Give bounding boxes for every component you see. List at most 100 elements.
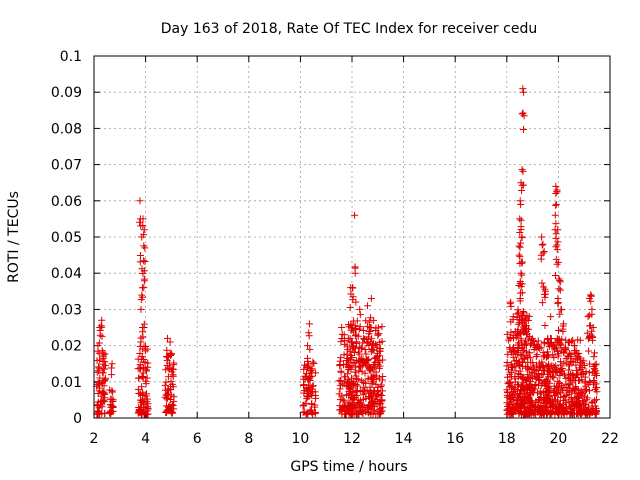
data-point bbox=[587, 297, 595, 305]
data-point bbox=[503, 386, 511, 394]
data-point bbox=[365, 355, 373, 363]
data-point bbox=[514, 402, 522, 410]
data-point bbox=[361, 369, 369, 377]
data-point bbox=[552, 182, 560, 190]
data-point bbox=[338, 324, 346, 331]
data-point bbox=[538, 233, 546, 241]
data-point bbox=[561, 371, 569, 379]
data-point bbox=[368, 335, 376, 343]
data-point bbox=[571, 342, 579, 350]
data-point bbox=[362, 317, 370, 325]
data-point bbox=[517, 226, 525, 234]
data-point bbox=[554, 258, 562, 266]
data-point bbox=[344, 402, 352, 410]
data-point bbox=[518, 409, 526, 417]
data-point bbox=[520, 125, 528, 133]
data-point bbox=[352, 356, 360, 364]
data-point bbox=[143, 367, 151, 375]
data-point bbox=[106, 401, 114, 409]
data-point bbox=[518, 234, 526, 242]
data-point bbox=[534, 337, 542, 345]
data-point bbox=[515, 242, 523, 250]
data-point bbox=[367, 323, 375, 331]
data-point bbox=[515, 251, 523, 259]
data-point bbox=[372, 380, 380, 388]
data-point bbox=[137, 305, 145, 313]
data-point bbox=[565, 360, 573, 368]
y-tick-label: 0.05 bbox=[51, 230, 82, 246]
data-point bbox=[300, 387, 308, 395]
data-point bbox=[555, 335, 563, 343]
data-point bbox=[585, 387, 593, 395]
data-point bbox=[309, 358, 317, 366]
data-point bbox=[137, 407, 145, 415]
data-point bbox=[528, 335, 536, 343]
data-point bbox=[96, 401, 104, 409]
data-point bbox=[550, 354, 558, 362]
data-point bbox=[584, 335, 592, 343]
data-point bbox=[164, 385, 172, 393]
data-point bbox=[352, 298, 360, 306]
data-point bbox=[137, 251, 145, 259]
data-point bbox=[368, 392, 376, 400]
data-point bbox=[580, 357, 588, 365]
data-point bbox=[517, 179, 525, 187]
data-point bbox=[542, 410, 550, 418]
data-point bbox=[576, 336, 584, 344]
x-tick-label: 12 bbox=[343, 431, 361, 447]
data-point bbox=[346, 384, 354, 392]
data-point bbox=[506, 394, 514, 402]
data-point bbox=[507, 328, 515, 336]
data-point bbox=[359, 395, 367, 403]
data-point bbox=[565, 350, 573, 358]
data-point bbox=[546, 379, 554, 387]
x-tick-label: 4 bbox=[141, 431, 150, 447]
data-point bbox=[556, 310, 564, 318]
data-point bbox=[168, 409, 176, 417]
data-point bbox=[139, 401, 147, 409]
data-point bbox=[566, 357, 574, 365]
data-point bbox=[515, 360, 523, 368]
data-point bbox=[362, 360, 370, 368]
y-axis-label: ROTI / TECUs bbox=[6, 191, 22, 283]
data-point bbox=[520, 403, 528, 411]
data-point bbox=[305, 320, 313, 328]
data-point bbox=[585, 404, 593, 412]
data-point bbox=[519, 346, 527, 354]
data-point bbox=[555, 410, 563, 418]
data-point bbox=[592, 384, 600, 392]
data-point bbox=[581, 409, 589, 417]
data-point bbox=[306, 367, 314, 375]
data-point bbox=[528, 369, 536, 377]
data-point bbox=[359, 407, 367, 415]
data-point bbox=[169, 383, 177, 391]
data-point bbox=[302, 399, 310, 407]
data-point bbox=[558, 381, 566, 389]
data-point bbox=[553, 188, 561, 196]
data-point bbox=[161, 381, 169, 389]
data-point bbox=[336, 362, 344, 370]
data-point bbox=[140, 231, 148, 239]
data-point bbox=[355, 343, 363, 351]
data-point bbox=[516, 215, 524, 223]
data-point bbox=[306, 345, 314, 353]
data-point bbox=[96, 331, 104, 339]
data-point bbox=[353, 317, 361, 325]
data-point bbox=[516, 243, 524, 251]
data-point bbox=[138, 291, 146, 299]
data-point bbox=[311, 403, 319, 411]
data-point bbox=[590, 353, 598, 361]
data-point bbox=[351, 322, 359, 330]
data-point bbox=[578, 376, 586, 384]
data-point bbox=[140, 226, 148, 234]
data-point bbox=[312, 369, 320, 377]
data-point bbox=[375, 357, 383, 365]
data-point bbox=[503, 330, 511, 338]
data-point bbox=[560, 348, 568, 356]
data-point bbox=[518, 110, 526, 118]
data-point bbox=[354, 396, 362, 404]
data-point bbox=[569, 378, 577, 386]
data-point bbox=[543, 351, 551, 359]
data-point bbox=[96, 374, 104, 382]
data-point bbox=[539, 249, 547, 257]
